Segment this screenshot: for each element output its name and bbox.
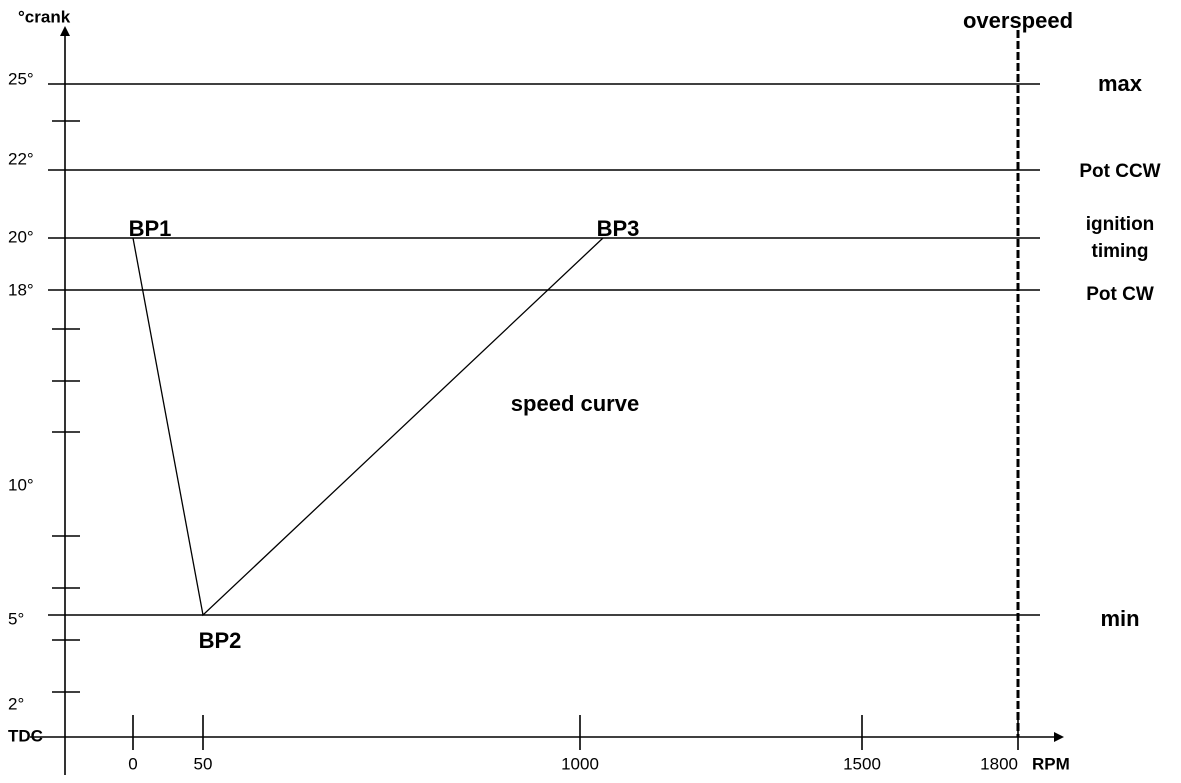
y-minor-ticks [52,120,80,641]
overspeed-label: overspeed [963,8,1073,33]
level-label: max [1098,71,1143,96]
y-tick-label: TDC [8,726,43,745]
y-tick-label: 22° [8,149,34,168]
speed-curve [132,237,604,617]
level-label: Pot CW [1086,284,1154,305]
level-label: min [1100,606,1139,631]
level-label: timing [1092,241,1149,262]
y-tick-label: 2° [8,694,24,713]
y-tick-label: 25° [8,69,34,88]
curve-label: speed curve [511,391,639,416]
y-tick-label: 18° [8,280,34,299]
point-label: BP1 [129,216,172,241]
level-label: Pot CCW [1079,161,1160,182]
level-lines [48,83,1040,693]
y-axis-label: °crank [18,7,71,26]
x-tick-label: 1000 [561,754,599,773]
y-tick-label: 20° [8,227,34,246]
point-label: BP3 [597,216,640,241]
y-tick-label: 10° [8,475,34,494]
x-axis-label: RPM [1032,754,1070,773]
x-tick-label: 1500 [843,754,881,773]
x-tick-label: 50 [194,754,213,773]
point-label: BP2 [199,628,242,653]
x-tick-label: 0 [128,754,137,773]
level-label: ignition [1086,214,1155,235]
x-tick-label: 1800 [980,754,1018,773]
y-tick-label: 5° [8,609,24,628]
